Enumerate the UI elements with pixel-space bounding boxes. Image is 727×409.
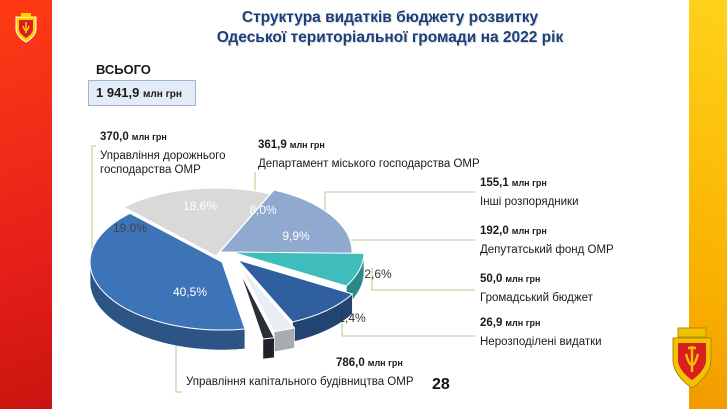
pie-slice-0 [89, 212, 246, 331]
callout-deputy-fund: 192,0 млн грн Депутатський фонд ОМР [480, 224, 614, 257]
odesa-emblem-icon [15, 13, 37, 43]
pie-slice-3 [231, 251, 365, 287]
pie-percent-label-3: 8,0% [249, 203, 277, 217]
callout-unit: млн грн [511, 226, 547, 236]
total-unit: млн грн [143, 89, 182, 100]
callout-unit: млн грн [367, 358, 403, 368]
callout-value: 361,9 [258, 139, 287, 151]
total-label: ВСЬОГО [96, 62, 151, 77]
callout-value: 155,1 [480, 177, 509, 189]
leader-line-3 [334, 239, 475, 252]
leader-line-4 [371, 268, 475, 291]
callout-unallocated: 26,9 млн грн Нерозподілені видатки [480, 316, 602, 349]
callout-unit: млн грн [289, 140, 325, 150]
slide-title: Структура видатків бюджету розвитку Одес… [160, 8, 620, 48]
callout-name: Громадський бюджет [480, 292, 593, 304]
callout-value: 786,0 [336, 357, 365, 369]
pie-percent-label-0: 40,5% [173, 285, 207, 299]
callout-value: 50,0 [480, 273, 503, 285]
callout-other-managers: 155,1 млн грн Інші розпорядники [480, 176, 579, 209]
pie-tops [89, 187, 365, 340]
title-line-2: Одеської територіальної громади на 2022 … [216, 29, 564, 46]
page-number: 28 [432, 376, 450, 393]
callout-road-department: 370,0 млн грн Управління дорожнього господ… [100, 130, 226, 177]
pie-percent-label-6: 1,4% [338, 311, 366, 325]
pie-slice-6 [239, 271, 276, 340]
left-red-band [0, 0, 52, 409]
callout-public-budget: 50,0 млн грн Громадський бюджет [480, 272, 593, 305]
pie-percent-labels: 40,5% 19,0% 18,6% 8,0% 9,9% 2,6% 1,4% [113, 199, 392, 325]
odesa-coat-of-arms-icon [672, 327, 712, 389]
callout-capital-construction: 786,0 млн грн Управління капітального буд… [186, 356, 414, 389]
pie-percent-label-2: 18,6% [183, 199, 217, 213]
title-line-1: Структура видатків бюджету розвитку [241, 9, 539, 26]
leader-line-2 [324, 191, 475, 222]
callout-unit: млн грн [505, 274, 541, 284]
callout-value: 192,0 [480, 225, 509, 237]
pie-percent-label-1: 19,0% [113, 221, 147, 235]
total-value-box: 1 941,9 млн грн [88, 80, 196, 106]
pie-slice-2 [218, 189, 353, 254]
callout-value: 370,0 [100, 131, 129, 143]
callout-unit: млн грн [511, 178, 547, 188]
callout-name: Управління дорожнього господарства ОМР [100, 150, 226, 176]
leader-line-5 [341, 316, 475, 337]
pie-slice-5 [239, 265, 296, 333]
callout-city-economy-department: 361,9 млн грн Департамент міського господ… [258, 138, 480, 171]
callout-name: Управління капітального будівництва ОМР [186, 376, 414, 388]
leader-line-6 [175, 336, 182, 393]
pie-percent-label-5: 2,6% [364, 267, 392, 281]
pie-slice-4 [236, 259, 354, 323]
callout-name: Інші розпорядники [480, 196, 579, 208]
callout-unit: млн грн [131, 132, 167, 142]
callout-name: Департамент міського господарства ОМР [258, 158, 480, 170]
pie-percent-label-4: 9,9% [282, 229, 310, 243]
total-value: 1 941,9 [96, 85, 140, 100]
callout-unit: млн грн [505, 318, 541, 328]
callout-value: 26,9 [480, 317, 503, 329]
pie-slice-1 [122, 187, 272, 257]
callout-name: Депутатський фонд ОМР [480, 244, 614, 256]
callout-name: Нерозподілені видатки [480, 336, 602, 348]
